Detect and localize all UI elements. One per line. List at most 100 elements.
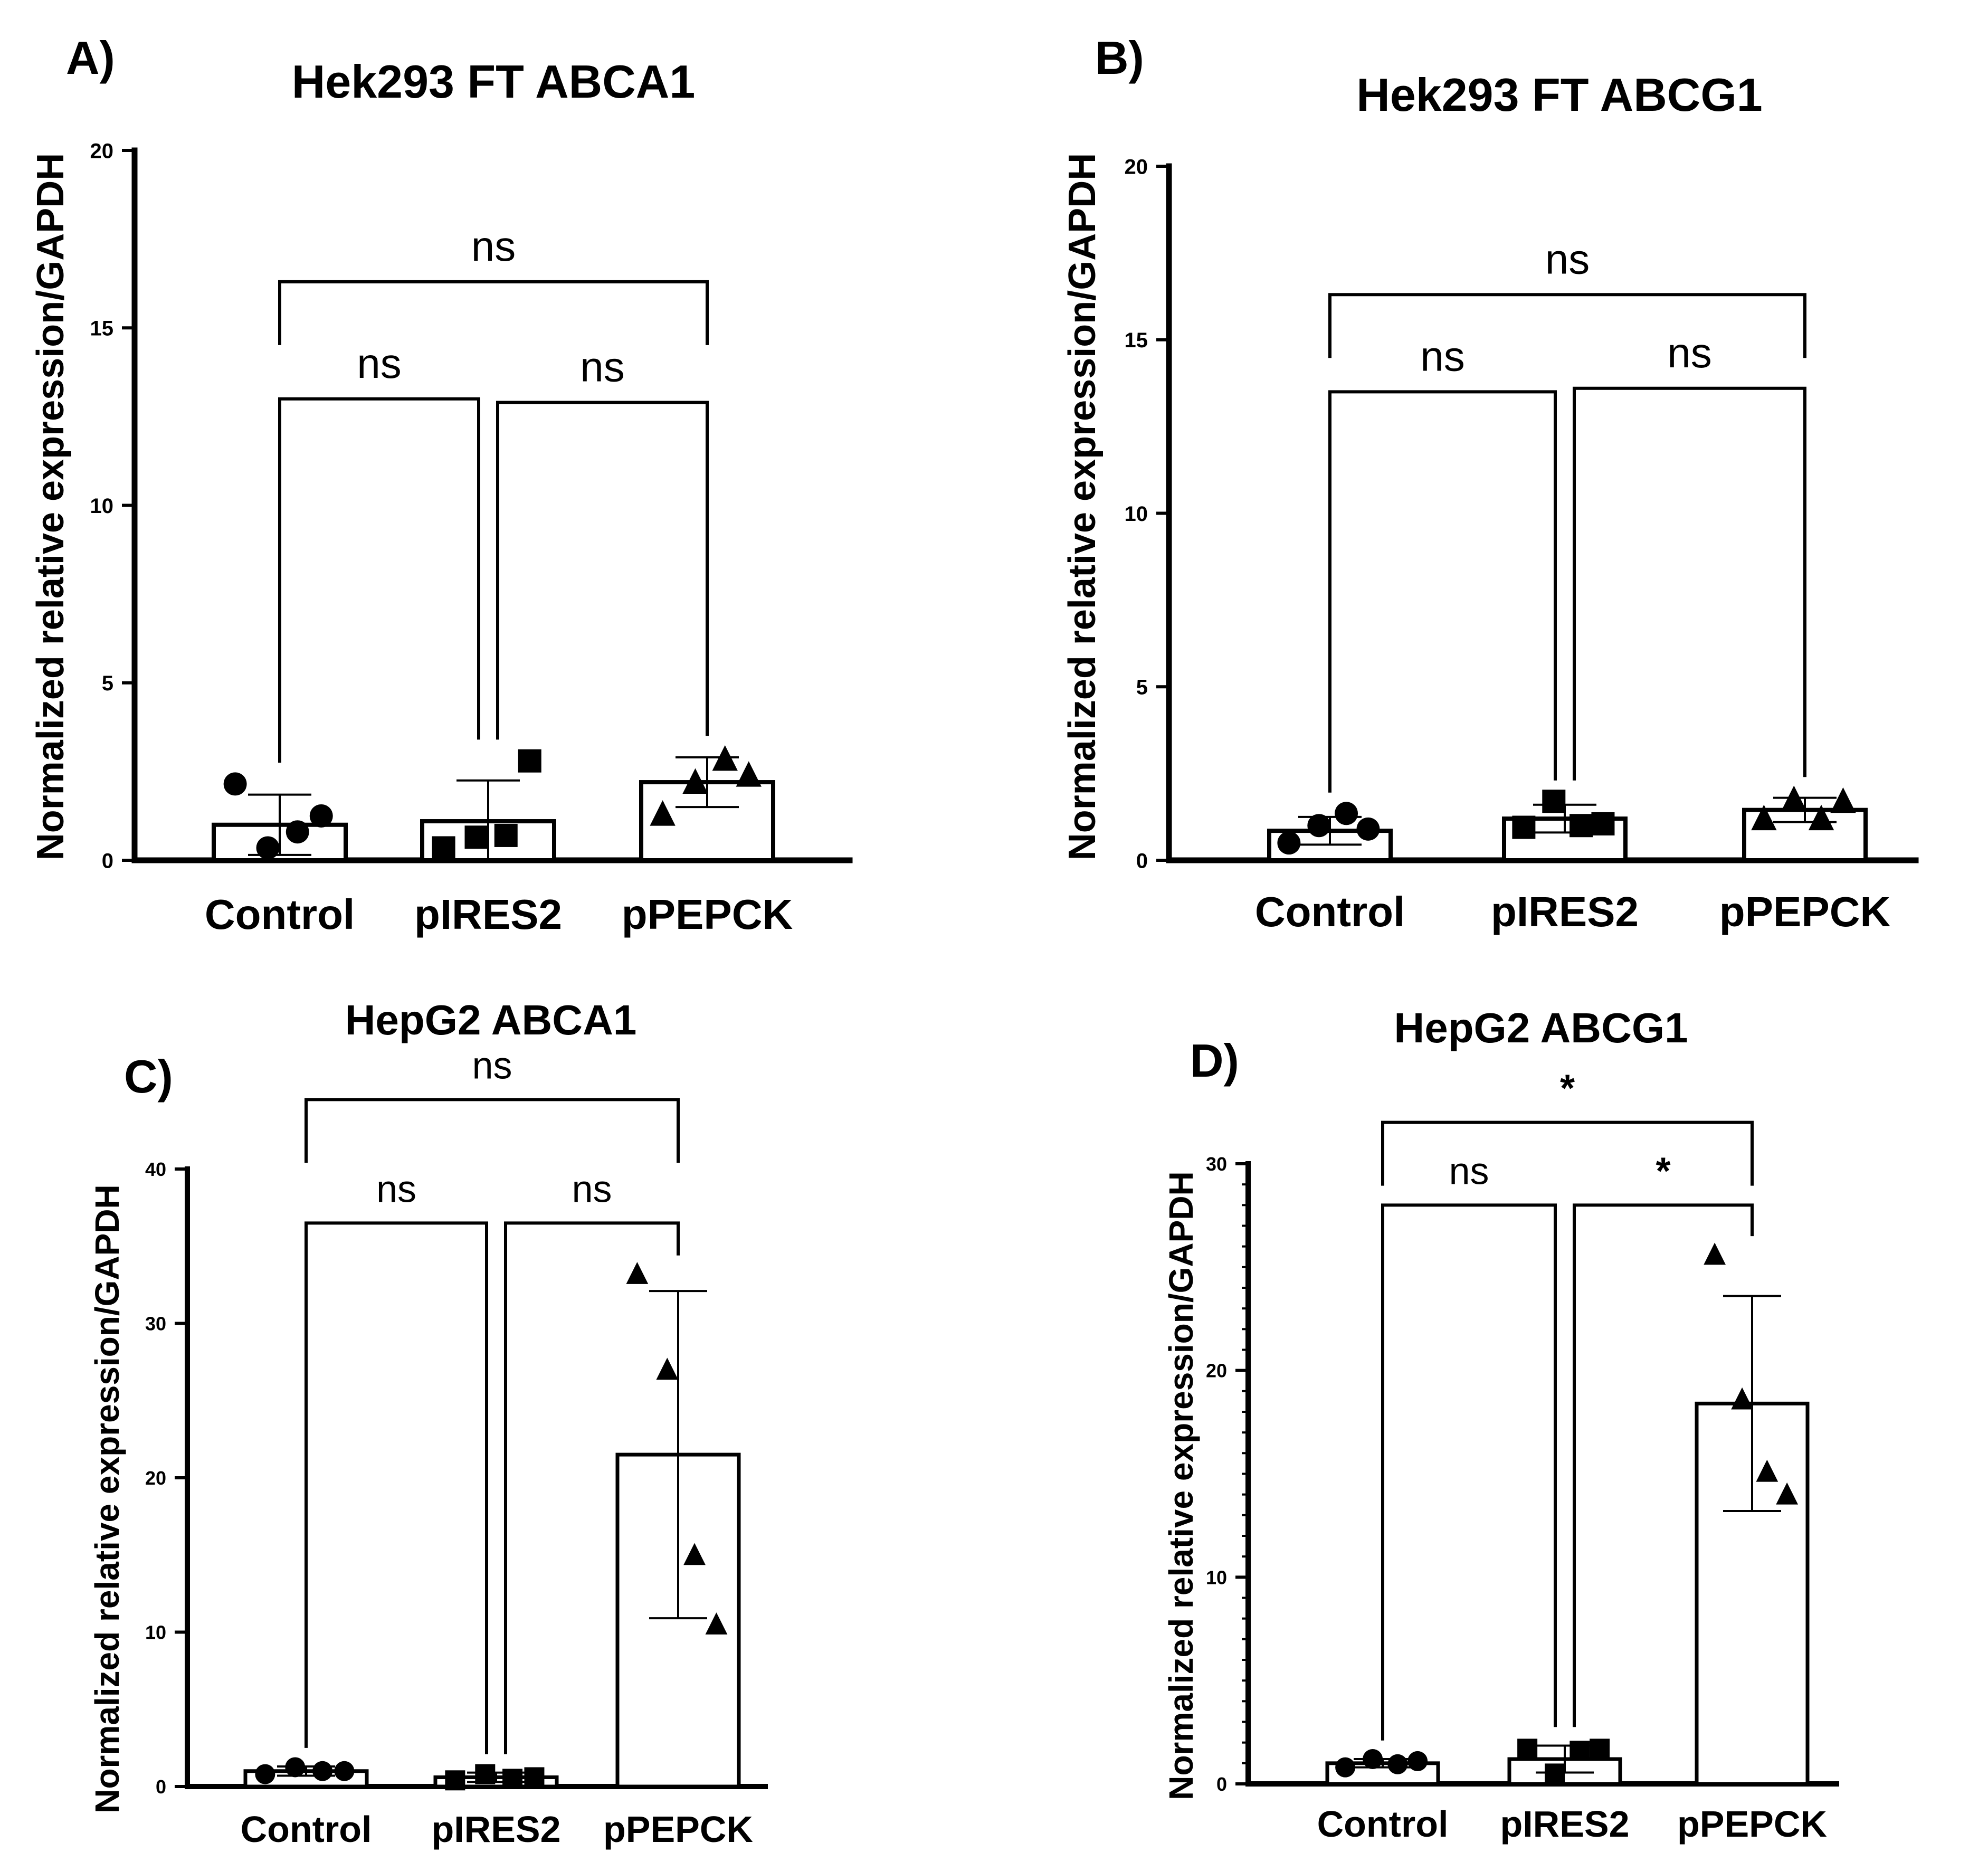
panel-d-label: D) [1190,1034,1239,1087]
x-category-label: pPEPCK [1677,1803,1827,1845]
significance-bracket [1573,386,1806,781]
significance-bracket [278,280,709,345]
panel-d: D) HepG2 ABCG1 Normalized relative expre… [1162,1004,1839,1845]
y-tick-label: 0 [156,1776,166,1798]
panel-b-title: Hek293 FT ABCG1 [1356,69,1762,121]
y-tick-label: 20 [145,1467,166,1489]
data-point-square [1570,814,1593,838]
y-tick-label: 20 [90,139,114,163]
panel-a: A) Hek293 FT ABCA1 Normalized relative e… [30,32,853,938]
data-point-circle [286,820,309,844]
significance-label: * [1656,1150,1670,1192]
significance-bracket [1381,1120,1754,1186]
x-category-label: pPEPCK [1719,888,1891,935]
data-point-square [1512,815,1536,839]
significance-bracket [504,1221,680,1754]
panel-b-y-axis-label: Normalized relative expression/GAPDH [1061,153,1104,860]
y-tick-label: 15 [1125,329,1148,352]
data-point-circle [1407,1751,1428,1771]
significance-label: ns [572,1168,612,1210]
data-point-circle [312,1761,333,1781]
panel-c: C) HepG2 ABCA1 Normalized relative expre… [88,996,768,1850]
data-point-square [1590,1738,1610,1759]
data-point-circle [1335,802,1358,825]
data-point-square [1591,812,1615,835]
y-tick-label: 10 [1206,1566,1227,1588]
y-tick-label: 10 [1125,502,1148,526]
data-point-circle [223,772,247,796]
data-point-square [432,836,455,860]
x-category-label: Control [205,891,355,938]
y-tick-label: 0 [1136,849,1148,872]
data-point-triangle [736,761,762,787]
data-point-triangle [1751,804,1777,831]
data-point-square [475,1764,496,1784]
y-tick-label: 30 [1206,1153,1227,1175]
data-point-triangle [712,745,738,771]
panel-a-label: A) [66,32,115,84]
panel-c-title: HepG2 ABCA1 [345,996,637,1043]
data-point-square [1517,1738,1538,1759]
panel-a-title: Hek293 FT ABCA1 [292,55,696,108]
panel-c-label: C) [124,1050,173,1103]
data-point-circle [1277,831,1301,855]
data-point-triangle [1830,787,1856,813]
bar-ppepck [1695,1401,1810,1786]
data-point-triangle [683,1543,706,1565]
significance-label: ns [471,223,516,270]
panel-a-y-axis-label: Normalized relative expression/GAPDH [30,153,72,860]
data-point-circle [309,804,333,828]
significance-bracket [305,1221,488,1754]
data-point-circle [285,1757,306,1778]
data-point-triangle [1776,1482,1799,1505]
x-category-label: pIRES2 [1491,888,1639,935]
data-point-circle [1356,817,1380,841]
data-point-triangle [626,1262,649,1284]
significance-label: ns [1449,1150,1489,1192]
significance-label: ns [1420,332,1465,379]
data-point-square [1545,1763,1565,1784]
x-category-label: Control [1317,1803,1449,1845]
x-category-label: pIRES2 [1500,1803,1629,1845]
y-tick-label: 40 [145,1158,166,1180]
data-point-circle [256,836,280,860]
data-point-circle [1363,1749,1383,1769]
x-category-label: pIRES2 [414,891,562,938]
x-category-label: pIRES2 [431,1809,560,1850]
data-point-square [518,749,541,773]
data-point-circle [334,1761,355,1781]
panel-b: B) Hek293 FT ABCG1 Normalized relative e… [1061,32,1919,935]
data-point-circle [1387,1754,1408,1774]
y-tick-label: 0 [102,849,113,872]
y-tick-label: 30 [145,1313,166,1334]
significance-bracket [1328,390,1557,793]
x-category-label: pPEPCK [622,891,793,938]
x-category-label: Control [241,1809,372,1850]
significance-bracket [1381,1203,1557,1741]
data-point-square [1542,790,1566,813]
x-category-label: pPEPCK [603,1809,753,1850]
y-tick-label: 15 [90,317,114,340]
data-point-square [464,825,488,849]
significance-label: * [1560,1068,1575,1110]
y-tick-label: 10 [90,495,114,518]
significance-label: ns [1667,329,1712,376]
panel-d-y-axis-label: Normalized relative expression/GAPDH [1162,1171,1200,1800]
data-point-triangle [1704,1242,1726,1265]
data-point-square [502,1769,523,1789]
significance-bracket [305,1098,680,1163]
significance-bracket [1328,293,1806,358]
data-point-triangle [656,1357,679,1380]
data-point-circle [1335,1757,1356,1778]
y-tick-label: 5 [1136,676,1148,699]
data-point-triangle [682,768,708,794]
data-point-triangle [1756,1459,1778,1482]
x-category-label: Control [1255,888,1405,935]
significance-bracket [1573,1203,1754,1727]
y-tick-label: 20 [1206,1360,1227,1382]
data-point-circle [1307,814,1331,838]
data-point-triangle [705,1612,728,1635]
panel-d-title: HepG2 ABCG1 [1394,1004,1688,1051]
y-tick-label: 0 [1216,1773,1227,1795]
